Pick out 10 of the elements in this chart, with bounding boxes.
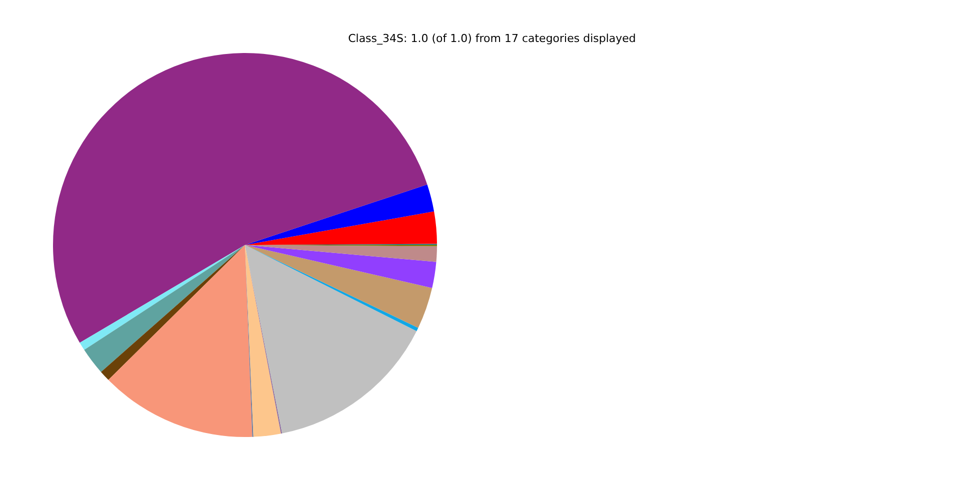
pie-slice <box>245 245 417 434</box>
pie-slice <box>53 53 428 343</box>
text: Class_34S: 1.0 (of 1.0) from 17 categories displayed <box>347 32 637 45</box>
pie-slice <box>245 184 434 245</box>
pie-slice <box>245 245 437 262</box>
pie-slice <box>84 245 245 372</box>
pie-slice <box>245 245 436 288</box>
pie-slice <box>80 245 245 350</box>
pie-slice <box>245 211 437 245</box>
pie-slice <box>108 245 252 437</box>
